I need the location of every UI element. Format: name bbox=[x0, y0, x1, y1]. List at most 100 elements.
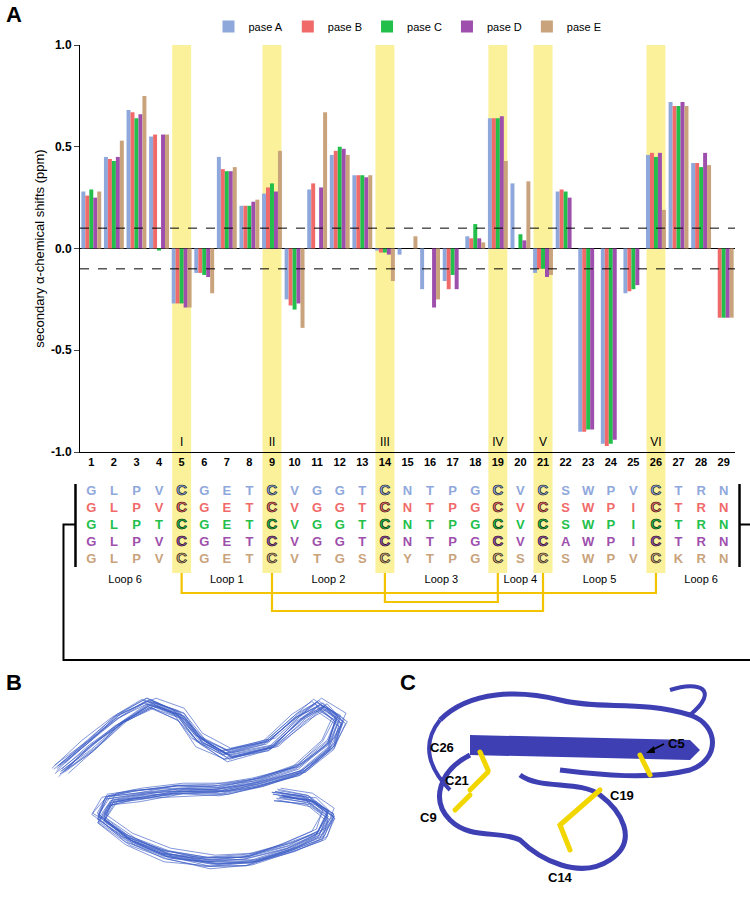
svg-text:T: T bbox=[245, 500, 253, 515]
svg-text:N: N bbox=[719, 551, 728, 566]
svg-text:P: P bbox=[606, 483, 615, 498]
svg-text:W: W bbox=[582, 517, 595, 532]
svg-text:I: I bbox=[632, 534, 636, 549]
svg-text:V: V bbox=[516, 517, 525, 532]
svg-text:V: V bbox=[155, 500, 164, 515]
svg-text:V: V bbox=[155, 483, 164, 498]
svg-text:V: V bbox=[539, 435, 547, 449]
svg-text:G: G bbox=[470, 551, 480, 566]
svg-text:C: C bbox=[176, 515, 187, 532]
svg-text:II: II bbox=[269, 435, 276, 449]
svg-text:T: T bbox=[675, 534, 683, 549]
svg-text:C21: C21 bbox=[445, 773, 469, 788]
svg-text:6: 6 bbox=[201, 456, 207, 468]
svg-text:G: G bbox=[312, 517, 322, 532]
svg-text:C: C bbox=[176, 549, 187, 566]
svg-text:G: G bbox=[335, 534, 345, 549]
svg-text:-0.5: -0.5 bbox=[51, 343, 72, 357]
svg-text:pase E: pase E bbox=[567, 21, 601, 33]
svg-text:G: G bbox=[86, 517, 96, 532]
svg-text:C: C bbox=[492, 549, 503, 566]
svg-text:G: G bbox=[312, 534, 322, 549]
svg-text:T: T bbox=[426, 534, 434, 549]
svg-text:C: C bbox=[379, 549, 390, 566]
svg-text:pase D: pase D bbox=[487, 21, 522, 33]
svg-text:V: V bbox=[290, 534, 299, 549]
svg-text:C: C bbox=[538, 481, 549, 498]
svg-text:E: E bbox=[222, 483, 231, 498]
svg-text:T: T bbox=[155, 517, 163, 532]
svg-text:7: 7 bbox=[224, 456, 230, 468]
svg-text:C26: C26 bbox=[430, 740, 454, 755]
svg-text:G: G bbox=[86, 500, 96, 515]
svg-text:V: V bbox=[290, 517, 299, 532]
svg-text:V: V bbox=[290, 500, 299, 515]
svg-text:P: P bbox=[448, 483, 457, 498]
svg-text:N: N bbox=[719, 534, 728, 549]
svg-text:T: T bbox=[245, 517, 253, 532]
svg-text:T: T bbox=[245, 551, 253, 566]
svg-text:C: C bbox=[651, 498, 662, 515]
svg-text:C: C bbox=[651, 549, 662, 566]
svg-text:22: 22 bbox=[559, 456, 571, 468]
svg-text:P: P bbox=[448, 500, 457, 515]
svg-text:T: T bbox=[675, 483, 683, 498]
svg-text:V: V bbox=[155, 534, 164, 549]
svg-text:L: L bbox=[110, 534, 118, 549]
svg-text:C: C bbox=[379, 498, 390, 515]
svg-text:G: G bbox=[312, 483, 322, 498]
svg-text:N: N bbox=[403, 534, 412, 549]
svg-text:12: 12 bbox=[334, 456, 346, 468]
svg-text:24: 24 bbox=[605, 456, 618, 468]
svg-text:Loop 5: Loop 5 bbox=[583, 573, 617, 585]
svg-text:S: S bbox=[561, 517, 570, 532]
svg-text:C: C bbox=[267, 549, 278, 566]
svg-text:G: G bbox=[199, 500, 209, 515]
svg-text:L: L bbox=[110, 483, 118, 498]
svg-text:G: G bbox=[470, 534, 480, 549]
svg-text:E: E bbox=[222, 551, 231, 566]
svg-text:C: C bbox=[538, 515, 549, 532]
svg-text:A: A bbox=[561, 534, 571, 549]
svg-text:N: N bbox=[403, 483, 412, 498]
svg-text:9: 9 bbox=[269, 456, 275, 468]
svg-text:C: C bbox=[651, 481, 662, 498]
svg-text:3: 3 bbox=[133, 456, 139, 468]
svg-text:C: C bbox=[267, 498, 278, 515]
svg-text:S: S bbox=[561, 551, 570, 566]
svg-text:Loop 3: Loop 3 bbox=[425, 573, 459, 585]
svg-text:C: C bbox=[492, 498, 503, 515]
svg-text:E: E bbox=[222, 500, 231, 515]
svg-text:E: E bbox=[222, 517, 231, 532]
svg-text:G: G bbox=[199, 517, 209, 532]
svg-text:S: S bbox=[516, 551, 525, 566]
svg-text:L: L bbox=[110, 500, 118, 515]
svg-text:P: P bbox=[606, 517, 615, 532]
svg-text:Y: Y bbox=[403, 551, 412, 566]
svg-text:W: W bbox=[582, 551, 595, 566]
svg-text:V: V bbox=[516, 500, 525, 515]
svg-text:S: S bbox=[561, 500, 570, 515]
svg-text:C: C bbox=[651, 515, 662, 532]
svg-text:pase C: pase C bbox=[407, 21, 442, 33]
svg-text:13: 13 bbox=[356, 456, 368, 468]
svg-text:C: C bbox=[267, 481, 278, 498]
svg-text:pase A: pase A bbox=[249, 21, 283, 33]
svg-text:R: R bbox=[696, 500, 706, 515]
svg-text:N: N bbox=[719, 517, 728, 532]
svg-text:18: 18 bbox=[469, 456, 481, 468]
svg-text:I: I bbox=[632, 517, 636, 532]
svg-text:21: 21 bbox=[537, 456, 549, 468]
svg-text:C19: C19 bbox=[610, 788, 634, 803]
svg-text:T: T bbox=[358, 483, 366, 498]
svg-text:C5: C5 bbox=[668, 736, 685, 751]
svg-text:C: C bbox=[176, 532, 187, 549]
svg-text:G: G bbox=[86, 483, 96, 498]
svg-text:C: C bbox=[538, 498, 549, 515]
svg-text:23: 23 bbox=[582, 456, 594, 468]
svg-text:C: C bbox=[379, 532, 390, 549]
svg-text:2: 2 bbox=[111, 456, 117, 468]
svg-text:C: C bbox=[267, 532, 278, 549]
svg-text:A: A bbox=[6, 2, 22, 27]
svg-text:C14: C14 bbox=[548, 870, 573, 885]
